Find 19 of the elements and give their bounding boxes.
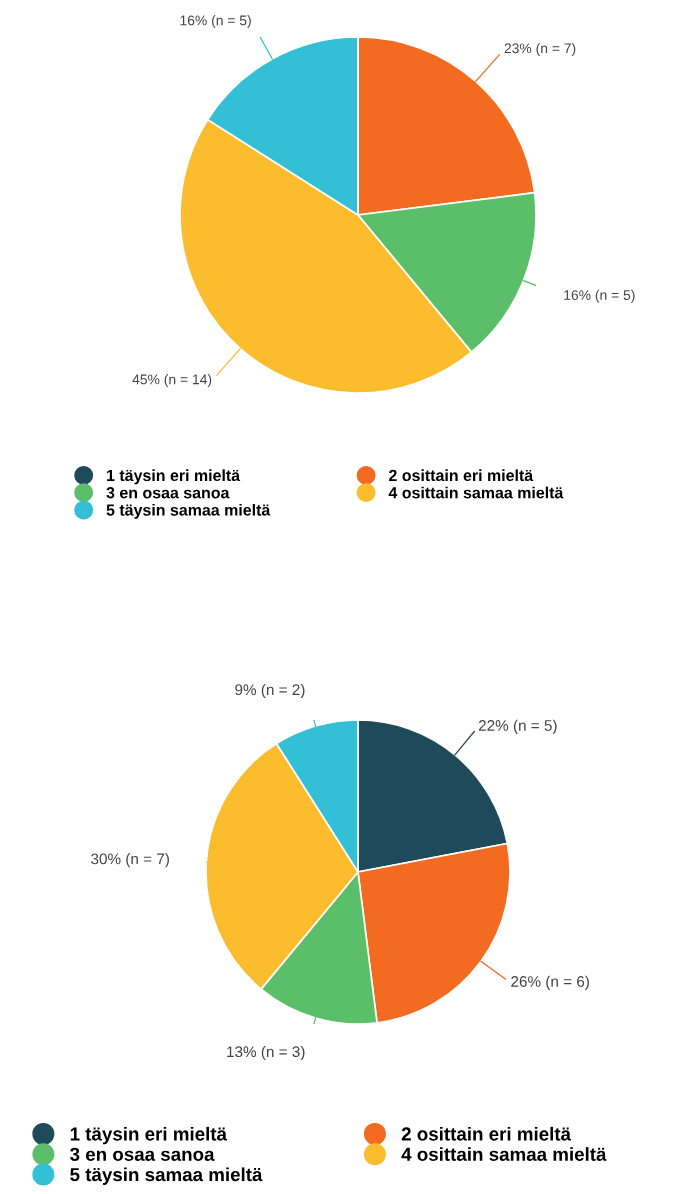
- data-label: 16% (n = 5): [180, 15, 251, 29]
- legend-label: 4 osittain samaa mieltä: [388, 486, 564, 499]
- legend-label: 3 en osaa sanoa: [70, 1147, 215, 1161]
- data-label: 23% (n = 7): [504, 42, 576, 56]
- legend-label: 2 osittain eri mieltä: [389, 469, 534, 482]
- data-label: 9% (n = 2): [235, 683, 305, 699]
- data-label: 26% (n = 6): [511, 975, 589, 990]
- data-label: 13% (n = 3): [227, 1045, 305, 1061]
- data-label: 16% (n = 5): [564, 289, 635, 303]
- legend-label: 4 osittain samaa mieltä: [401, 1147, 607, 1161]
- data-label: 30% (n = 7): [91, 853, 169, 868]
- legend-label: 3 en osaa sanoa: [106, 487, 230, 499]
- legend-label: 1 täysin eri mieltä: [107, 469, 241, 485]
- data-label: 22% (n = 5): [478, 719, 557, 734]
- legend-label: 1 täysin eri mieltä: [70, 1126, 228, 1145]
- legend-label: 2 osittain eri mieltä: [401, 1126, 572, 1141]
- legend-label: 5 täysin samaa mieltä: [106, 503, 271, 519]
- legend-label: 5 täysin samaa mieltä: [70, 1167, 263, 1185]
- data-label: 45% (n = 14): [132, 374, 212, 388]
